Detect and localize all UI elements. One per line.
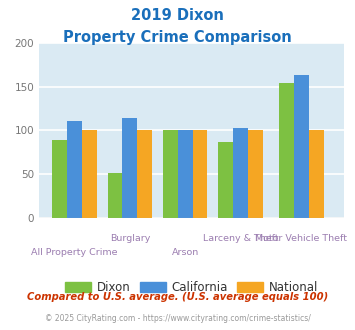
Text: Larceny & Theft: Larceny & Theft: [203, 235, 278, 244]
Bar: [52, 140, 67, 218]
Bar: [178, 130, 192, 218]
Text: 2019 Dixon: 2019 Dixon: [131, 8, 224, 23]
Bar: [163, 130, 178, 218]
Bar: [82, 130, 97, 218]
Bar: [218, 142, 233, 218]
Text: Arson: Arson: [171, 248, 199, 257]
Bar: [67, 121, 82, 218]
Bar: [294, 75, 309, 218]
Text: © 2025 CityRating.com - https://www.cityrating.com/crime-statistics/: © 2025 CityRating.com - https://www.city…: [45, 314, 310, 323]
Bar: [122, 118, 137, 218]
Text: Compared to U.S. average. (U.S. average equals 100): Compared to U.S. average. (U.S. average …: [27, 292, 328, 302]
Text: Property Crime Comparison: Property Crime Comparison: [63, 30, 292, 45]
Bar: [233, 128, 248, 218]
Text: All Property Crime: All Property Crime: [31, 248, 118, 257]
Text: Burglary: Burglary: [110, 235, 150, 244]
Bar: [192, 130, 207, 218]
Bar: [279, 83, 294, 218]
Bar: [137, 130, 152, 218]
Bar: [108, 173, 122, 218]
Legend: Dixon, California, National: Dixon, California, National: [60, 276, 323, 299]
Bar: [248, 130, 263, 218]
Text: Motor Vehicle Theft: Motor Vehicle Theft: [256, 235, 348, 244]
Bar: [309, 130, 324, 218]
